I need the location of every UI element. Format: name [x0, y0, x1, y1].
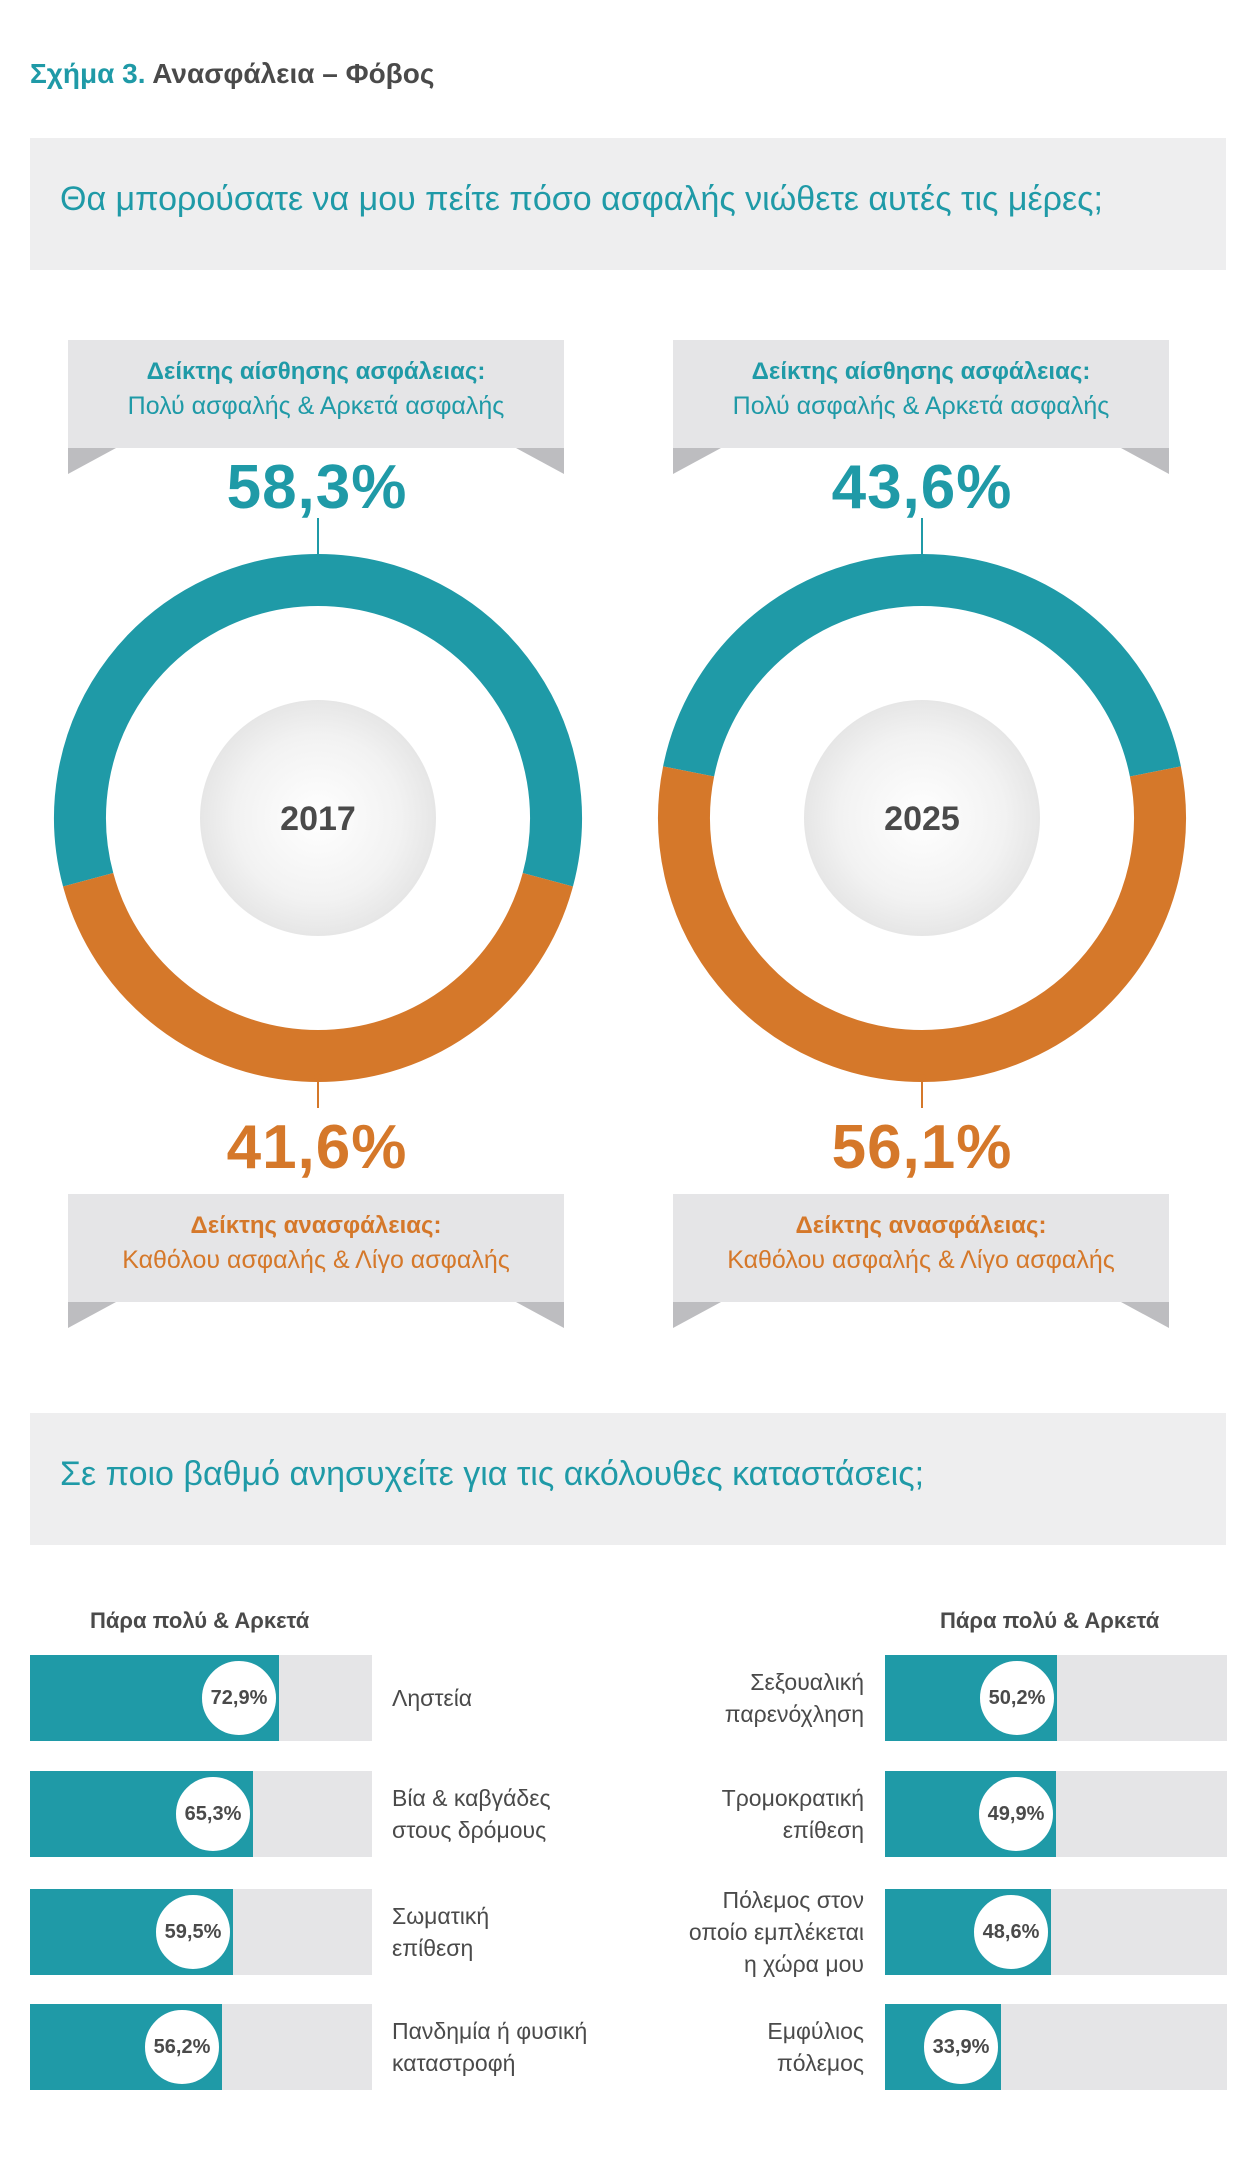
bar-value-bubble: 59,5%: [153, 1892, 233, 1972]
donut-center: [200, 700, 436, 936]
bar-category-label: Πανδημία ή φυσική καταστροφή: [392, 2018, 588, 2076]
question-2-panel: Σε ποιο βαθμό ανησυχείτε για τις ακόλουθ…: [30, 1413, 1226, 1545]
bar-value-bubble: 50,2%: [977, 1658, 1057, 1738]
insecurity-pct-2025: 56,1%: [831, 1113, 1013, 1182]
insecurity-banner-2025: Δείκτης ανασφάλειας: Καθόλου ασφαλής & Λ…: [673, 1194, 1169, 1328]
bar-category-label: Πόλεμος στον οποίο εμπλέκεται η χώρα μου: [688, 1887, 864, 1977]
security-banner-subtitle: Πολύ ασφαλής & Αρκετά ασφαλής: [732, 392, 1110, 420]
insecurity-banner-title: Δείκτης ανασφάλειας:: [795, 1212, 1047, 1239]
bar-row: 50,2%: [885, 1655, 1227, 1741]
donut-slice-security: [663, 554, 1181, 777]
security-banner-2017: Δείκτης αίσθησης ασφάλειας: Πολύ ασφαλής…: [68, 340, 564, 474]
bar-category-label: Βία & καβγάδες στους δρόμους: [392, 1785, 551, 1843]
question-2-text: Σε ποιο βαθμό ανησυχείτε για τις ακόλουθ…: [60, 1455, 925, 1493]
bar-value-bubble: 65,3%: [173, 1774, 253, 1854]
security-banner-title: Δείκτης αίσθησης ασφάλειας:: [146, 358, 486, 385]
insecurity-connector-dot: [314, 1074, 322, 1082]
donut-slice-insecurity: [63, 872, 573, 1082]
bar-value-label: 33,9%: [932, 2036, 990, 2058]
bar-category-label: Σωματική επίθεση: [392, 1903, 490, 1961]
question-1-text: Θα μπορούσατε να μου πείτε πόσο ασφαλής …: [60, 180, 1103, 218]
insecurity-banner-title: Δείκτης ανασφάλειας:: [190, 1212, 442, 1239]
insecurity-pct-2017: 41,6%: [226, 1113, 408, 1182]
donut-slice-insecurity: [658, 766, 1186, 1082]
bar-row: 33,9%: [885, 2004, 1227, 2090]
question-1-panel: Θα μπορούσατε να μου πείτε πόσο ασφαλής …: [30, 138, 1226, 270]
bar-value-label: 50,2%: [988, 1687, 1046, 1709]
bar-value-bubble: 33,9%: [921, 2007, 1001, 2087]
right-column-header: Πάρα πολύ & Αρκετά: [940, 1608, 1160, 1633]
insecurity-banner-subtitle: Καθόλου ασφαλής & Λίγο ασφαλής: [727, 1246, 1115, 1274]
donut-year-label: 2025: [884, 800, 960, 838]
bar-value-label: 49,9%: [987, 1803, 1045, 1825]
security-connector-dot: [918, 554, 926, 562]
donut-charts: 2017 2025: [54, 518, 1186, 1108]
bar-value-bubble: 48,6%: [971, 1892, 1051, 1972]
bar-row: 48,6%: [885, 1889, 1227, 1975]
donut-center: [804, 700, 1040, 936]
security-banner-subtitle: Πολύ ασφαλής & Αρκετά ασφαλής: [127, 392, 505, 420]
bar-value-label: 56,2%: [153, 2036, 211, 2058]
security-connector-dot: [314, 554, 322, 562]
bar-category-label: Τρομοκρατική επίθεση: [721, 1785, 864, 1843]
bar-row: 56,2%: [30, 2004, 372, 2090]
figure-name: Ανασφάλεια – Φόβος: [152, 58, 435, 89]
security-banner-title: Δείκτης αίσθησης ασφάλειας:: [751, 358, 1091, 385]
left-column-header: Πάρα πολύ & Αρκετά: [90, 1608, 310, 1633]
donut-2025: 2025: [658, 518, 1186, 1108]
bar-value-bubble: 72,9%: [199, 1658, 279, 1738]
security-pct-2017: 58,3%: [226, 453, 408, 522]
donut-year-label: 2017: [280, 800, 356, 838]
bar-value-label: 48,6%: [982, 1921, 1040, 1943]
bar-category-label: Εμφύλιος πόλεμος: [767, 2018, 864, 2076]
bar-value-bubble: 56,2%: [142, 2007, 222, 2087]
security-banner-2025: Δείκτης αίσθησης ασφάλειας: Πολύ ασφαλής…: [673, 340, 1169, 474]
bar-row: 65,3%: [30, 1771, 372, 1857]
figure-number: Σχήμα 3.: [30, 58, 146, 89]
bar-row: 59,5%: [30, 1889, 372, 1975]
bar-category-label: Ληστεία: [392, 1685, 473, 1711]
donut-slice-security: [54, 554, 582, 887]
bar-row: 49,9%: [885, 1771, 1227, 1857]
security-pct-2025: 43,6%: [831, 453, 1013, 522]
bar-value-label: 72,9%: [210, 1687, 268, 1709]
bar-value-label: 65,3%: [184, 1803, 242, 1825]
bar-value-label: 59,5%: [164, 1921, 222, 1943]
figure-title: Σχήμα 3. Ανασφάλεια – Φόβος: [30, 58, 434, 90]
bar-row: 72,9%: [30, 1655, 372, 1741]
bar-value-bubble: 49,9%: [976, 1774, 1056, 1854]
insecurity-connector-dot: [918, 1074, 926, 1082]
insecurity-banner-2017: Δείκτης ανασφάλειας: Καθόλου ασφαλής & Λ…: [68, 1194, 564, 1328]
donut-2017: 2017: [54, 518, 582, 1108]
insecurity-banner-subtitle: Καθόλου ασφαλής & Λίγο ασφαλής: [122, 1246, 510, 1274]
bar-category-label: Σεξουαλική παρενόχληση: [724, 1669, 864, 1727]
